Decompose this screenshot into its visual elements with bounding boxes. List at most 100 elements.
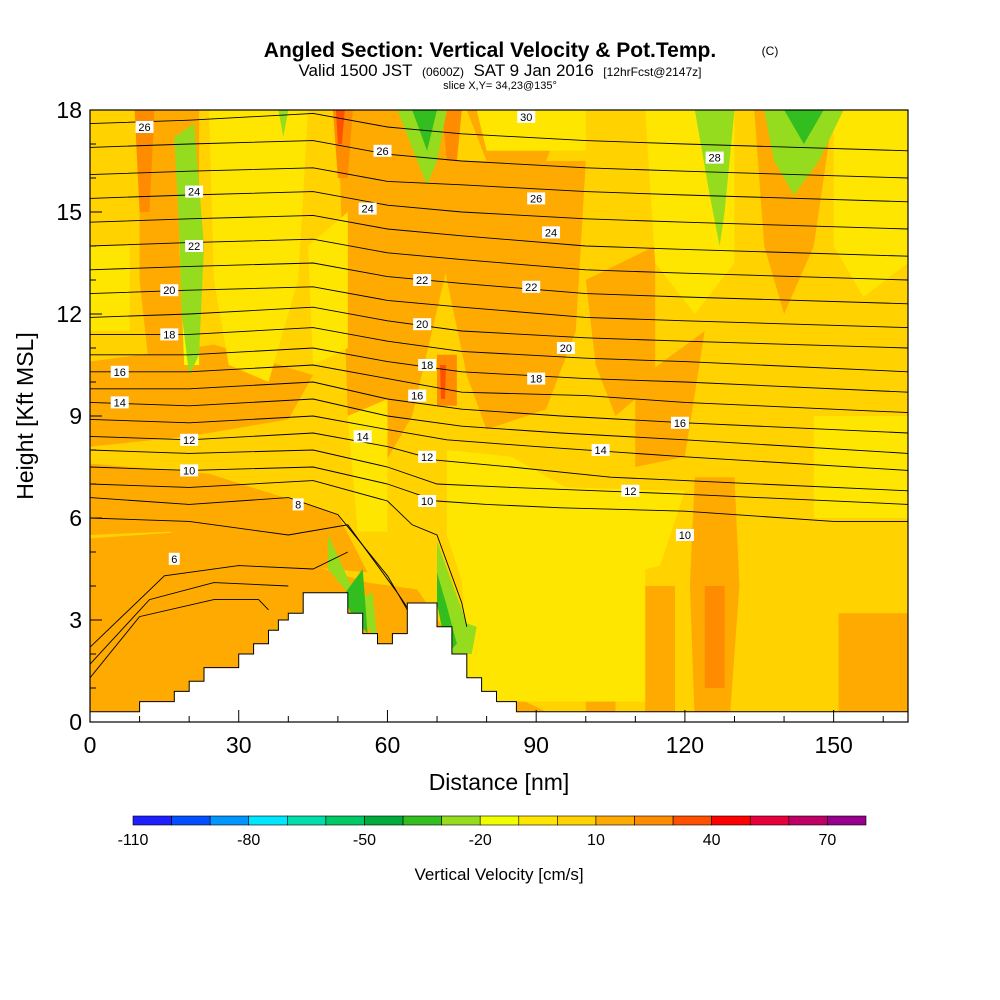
velocity-zone-26 [461,569,646,702]
contour-label-layer: 6 8 10 12 14 16 18 20 22 24 26 26 24 22 20 18 16 14 12 10 30… [110,110,724,566]
y-tick-label-0: 0 [69,709,82,735]
theta-contour-0 [90,551,348,648]
contour-label-extra-19-text: 10 [679,530,691,542]
colorbar-swatch-5 [325,815,365,826]
contour-label-extra-12: 24 [542,226,561,239]
contour-label-extra-16-text: 16 [674,418,686,430]
theta-contour-23 [90,112,908,152]
contour-label-extra-14-bg [556,342,575,354]
theta-contour-20 [90,191,908,230]
contour-label-extra-15: 18 [527,372,546,386]
velocity-zone-33 [813,416,908,518]
theta-contour-10 [90,398,908,454]
x-tick-label-0: 0 [84,732,97,758]
x-tick-label-3: 90 [523,732,549,758]
contour-label-12: 16 [110,365,129,379]
theta-contour-5 [90,480,468,627]
contour-label-extra-14: 20 [556,342,575,355]
colorbar-swatch-14 [672,815,712,826]
contour-label-extra-4-bg [418,359,437,371]
contour-label-extra-9-text: 30 [520,112,532,124]
contour-label-14-text: 18 [163,329,175,341]
contour-label-0: 6 [168,552,180,566]
contour-label-8: 12 [180,433,199,447]
colorbar: -110 -80 -50 -20 10 40 70 [118,815,867,849]
colorbar-swatch-18 [827,815,867,826]
subtitle-date: SAT 9 Jan 2016 [473,61,593,80]
velocity-zone-29 [209,110,309,382]
contour-label-22: 26 [373,144,392,158]
contour-label-4-bg [292,498,304,511]
colorbar-swatch-3 [248,815,288,826]
contour-label-14-bg [160,328,179,341]
contour-label-extra-3-bg [413,318,432,331]
contour-label-extra-0-text: 26 [138,122,150,134]
theta-contour-21 [90,167,908,203]
x-axis: 0 30 60 90 120 150 [84,710,884,758]
subtitle-valid: Valid 1500 JST [298,61,412,80]
contour-label-extra-9: 30 [517,110,536,124]
subtitle-utc: (0600Z) [422,65,464,79]
contour-label-16: 20 [160,284,179,297]
velocity-zone-30 [476,110,586,151]
velocity-zone-10 [635,331,705,467]
contour-label-8-bg [180,433,199,446]
contour-label-extra-13: 22 [522,280,541,294]
contour-label-extra-7-text: 12 [421,452,433,464]
colorbar-tick-label-0: -110 [118,832,149,849]
colorbar-tick-label-4: 10 [587,832,605,849]
contour-label-10: 14 [110,396,129,409]
contour-label-extra-4-text: 18 [421,360,433,372]
contour-label-4-text: 8 [295,499,301,511]
contour-label-extra-18-bg [621,484,640,497]
contour-label-extra-11-bg [527,192,546,205]
contour-label-extra-14-text: 20 [560,343,572,355]
contour-label-extra-15-bg [527,372,546,385]
contour-label-extra-2: 22 [413,274,432,287]
contour-label-22-bg [373,144,392,157]
velocity-zone-15 [838,613,908,722]
contour-label-extra-3: 20 [413,318,432,331]
contour-label-6-text: 10 [183,465,195,477]
contour-label-12-bg [110,365,129,378]
theta-contour-9 [90,415,908,471]
colorbar-swatch-9 [479,815,520,826]
colorbar-swatch-17 [788,815,828,826]
contour-label-extra-8-bg [418,495,437,507]
contour-label-extra-6-bg [353,430,372,443]
contour-label-extra-2-bg [413,274,432,286]
contour-label-extra-7: 12 [418,450,437,464]
contour-label-extra-1-text: 24 [361,204,373,216]
contour-label-8-text: 12 [183,435,195,447]
colorbar-swatch-13 [634,815,674,826]
y-tick-label-5: 15 [56,199,82,225]
x-tick-label-1: 30 [226,732,252,758]
contour-label-extra-13-bg [522,280,541,293]
velocity-zone-6 [377,110,418,229]
contour-label-12-text: 16 [114,367,126,379]
velocity-zone-23 [440,365,446,399]
contour-label-extra-16-bg [670,416,689,429]
contour-label-extra-19: 10 [675,529,694,542]
contour-label-extra-17-bg [591,444,610,456]
y-axis: 0 3 6 9 12 15 18 [56,97,102,735]
contour-label-20-bg [185,185,204,198]
contour-label-extra-19-bg [675,529,694,541]
contour-label-20-text: 24 [188,187,200,199]
theta-contour-18 [90,238,908,281]
contour-label-22-text: 26 [376,146,388,158]
contour-label-extra-8-text: 10 [421,496,433,508]
y-tick-label-1: 3 [69,607,82,633]
colorbar-swatch-10 [518,815,558,826]
contour-label-14: 18 [160,328,179,341]
theta-contour-2 [90,599,269,679]
y-tick-label-6: 18 [56,97,82,123]
contour-label-extra-7-bg [418,450,437,463]
velocity-zone-37 [694,110,735,246]
chart-title-units: (C) [762,44,779,58]
contour-label-extra-12-text: 24 [545,227,557,239]
velocity-fill-layer [90,110,908,722]
chart-subtitle: Valid 1500 JST (0600Z) SAT 9 Jan 2016 [1… [298,61,701,80]
contour-label-extra-17: 14 [591,444,610,457]
